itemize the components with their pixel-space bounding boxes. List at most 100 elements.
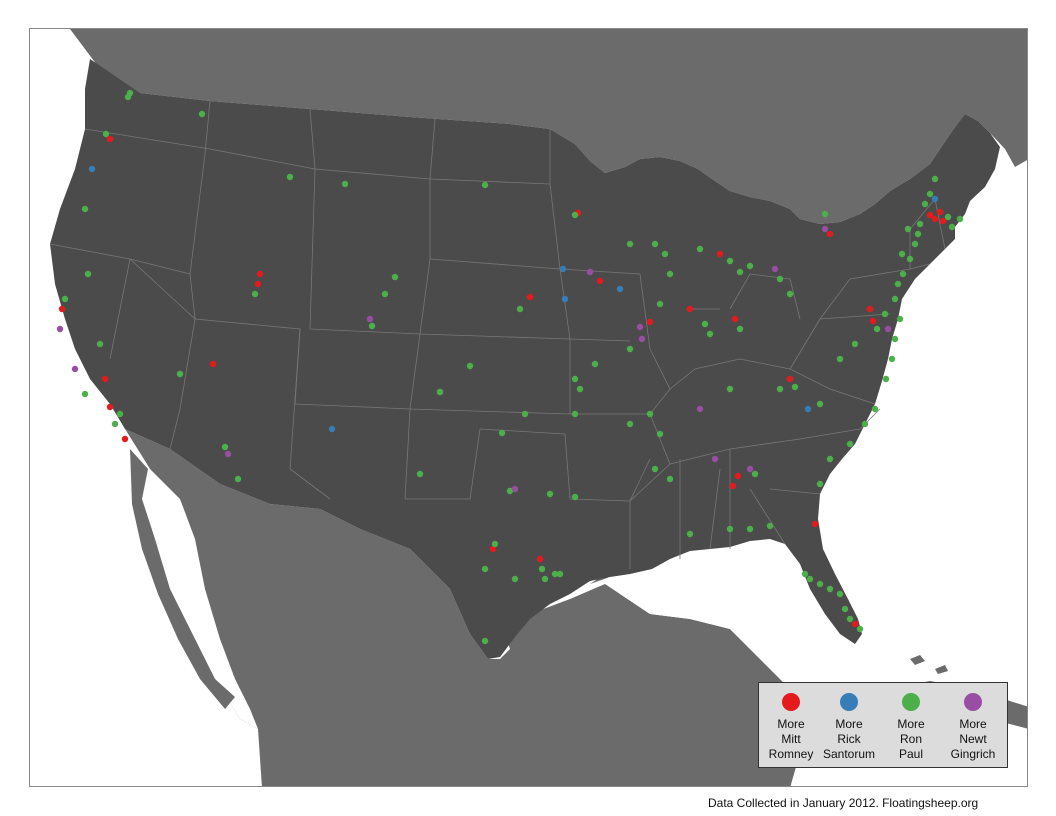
santorum-dot: [88, 165, 96, 173]
paul-dot: [221, 443, 229, 451]
romney-dot: [58, 305, 66, 313]
paul-dot: [956, 215, 964, 223]
paul-dot: [826, 455, 834, 463]
santorum-dot: [559, 265, 567, 273]
paul-dot: [436, 388, 444, 396]
gingrich-dot: [711, 455, 719, 463]
paul-dot: [816, 400, 824, 408]
gingrich-dot: [56, 325, 64, 333]
paul-dot: [286, 173, 294, 181]
romney-dot: [926, 211, 934, 219]
romney-dot: [866, 305, 874, 313]
paul-dot: [861, 420, 869, 428]
paul-dot: [904, 225, 912, 233]
paul-dot: [944, 213, 952, 221]
paul-dot: [491, 540, 499, 548]
paul-dot: [651, 240, 659, 248]
paul-dot: [498, 429, 506, 437]
paul-dot: [836, 355, 844, 363]
santorum-dot: [616, 285, 624, 293]
paul-dot: [776, 275, 784, 283]
paul-dot: [898, 250, 906, 258]
legend-gingrich-line2: Newt: [959, 732, 987, 746]
paul-dot: [84, 270, 92, 278]
gingrich-dot: [366, 315, 374, 323]
legend-santorum-line1: More: [835, 717, 863, 731]
paul-dot: [916, 220, 924, 228]
paul-dot: [746, 262, 754, 270]
paul-dot: [646, 410, 654, 418]
santorum-dot: [931, 195, 939, 203]
legend-santorum-line3: Santorum: [822, 747, 876, 761]
romney-dot: [106, 403, 114, 411]
paul-dot: [176, 370, 184, 378]
paul-dot: [891, 335, 899, 343]
paul-dot: [591, 360, 599, 368]
state-borders: [49, 100, 946, 569]
paul-dot: [546, 490, 554, 498]
paul-dot: [651, 465, 659, 473]
romney-dot: [646, 318, 654, 326]
romney-dot: [686, 305, 694, 313]
romney-dot: [209, 360, 217, 368]
romney-dot: [851, 620, 859, 628]
romney-dot: [121, 435, 129, 443]
paul-dot: [948, 223, 956, 231]
gingrich-dot: [884, 325, 892, 333]
paul-dot: [891, 295, 899, 303]
pacific-ocean: [30, 429, 262, 786]
romney-dot: [811, 520, 819, 528]
legend-item-romney: More Mitt Romney: [761, 689, 821, 762]
canada-landmass: [70, 29, 1027, 224]
paul-dot: [846, 440, 854, 448]
romney-dot: [489, 545, 497, 553]
romney-dot: [734, 472, 742, 480]
baja-peninsula: [130, 449, 235, 709]
paul-dot: [96, 340, 104, 348]
gingrich-dot: [821, 225, 829, 233]
paul-dot: [481, 181, 489, 189]
santorum-dot: [561, 295, 569, 303]
legend-paul-line2: Ron: [899, 732, 922, 746]
gingrich-dot: [696, 405, 704, 413]
paul-dot: [381, 290, 389, 298]
paul-dot: [791, 383, 799, 391]
legend-paul-line1: More: [897, 717, 925, 731]
gingrich-dot: [586, 268, 594, 276]
santorum-dot-icon: [840, 693, 858, 711]
legend-romney-line1: More: [777, 717, 805, 731]
paul-dot: [836, 590, 844, 598]
legend-gingrich-line1: More: [959, 717, 987, 731]
map-frame: [29, 28, 1028, 787]
paul-dot: [506, 487, 514, 495]
romney-dot: [106, 135, 114, 143]
paul-dot: [516, 305, 524, 313]
atlantic-ocean: [820, 210, 1027, 669]
paul-dot: [198, 110, 206, 118]
romney-dot: [596, 277, 604, 285]
paul-dot: [466, 362, 474, 370]
paul-dot: [571, 493, 579, 501]
footer-credit: Data Collected in January 2012. Floating…: [708, 796, 979, 810]
romney-dot: [826, 230, 834, 238]
paul-dot: [841, 605, 849, 613]
legend-santorum-line2: Rick: [837, 732, 861, 746]
map-legend: More Mitt Romney More Rick Santorum More…: [758, 682, 1008, 768]
paul-dot: [234, 475, 242, 483]
paul-dot: [656, 300, 664, 308]
paul-dot: [538, 565, 546, 573]
paul-dot: [391, 273, 399, 281]
legend-romney-line3: Romney: [768, 747, 814, 761]
paul-dot: [626, 420, 634, 428]
paul-dot: [873, 325, 881, 333]
paul-dot: [826, 585, 834, 593]
paul-dot: [116, 410, 124, 418]
paul-dot: [926, 190, 934, 198]
paul-dot: [576, 385, 584, 393]
paul-dot: [706, 330, 714, 338]
romney-dot: [536, 555, 544, 563]
gingrich-dot: [511, 485, 519, 493]
romney-dot: [256, 270, 264, 278]
paul-dot: [751, 470, 759, 478]
paul-dot: [251, 290, 259, 298]
